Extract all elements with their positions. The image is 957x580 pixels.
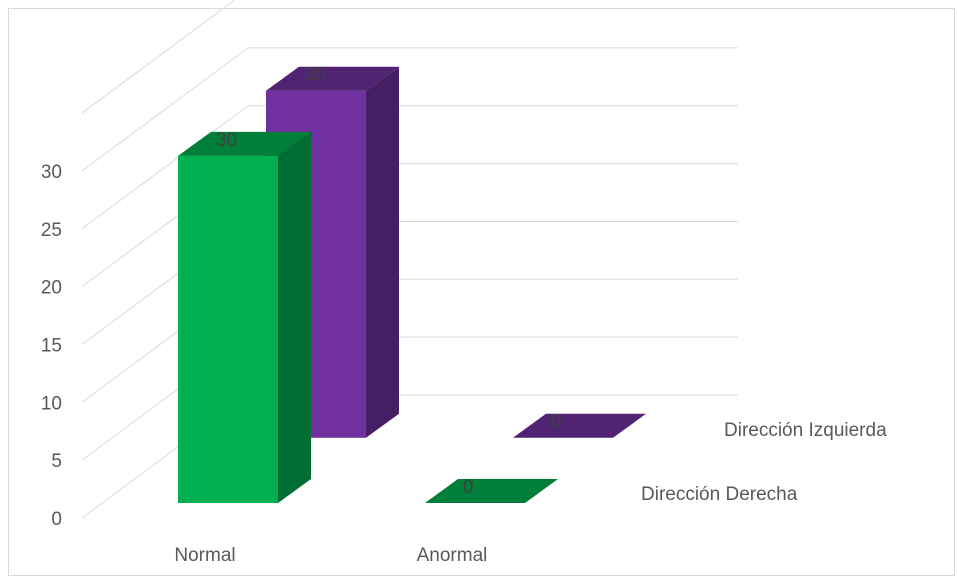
y-tick-label: 25 bbox=[41, 220, 62, 241]
bar-top-1-1 bbox=[512, 413, 646, 438]
bar-front-0-0 bbox=[178, 155, 278, 503]
series-label-0: Dirección Derecha bbox=[641, 484, 798, 505]
bar-top-1-0 bbox=[265, 66, 399, 91]
series-label-1: Dirección Izquierda bbox=[724, 420, 887, 441]
y-tick-label: 5 bbox=[51, 451, 62, 472]
bar-top-0-1 bbox=[425, 479, 558, 503]
y-tick-label: 30 bbox=[41, 162, 62, 183]
y-tick-label: 20 bbox=[41, 278, 62, 299]
category-label-normal: Normal bbox=[174, 545, 235, 566]
data-label-1-1: 0 bbox=[551, 412, 562, 433]
data-label-1-0: 30 bbox=[304, 65, 325, 86]
gridline-side bbox=[81, 0, 236, 114]
gridline-side bbox=[81, 47, 249, 172]
gridline-side bbox=[81, 105, 249, 230]
category-label-anormal: Anormal bbox=[417, 545, 488, 566]
bar-side-0-0 bbox=[278, 131, 311, 503]
bar-side-1-0 bbox=[365, 66, 399, 438]
y-tick-label: 15 bbox=[41, 335, 62, 356]
y-tick-label: 0 bbox=[51, 509, 62, 530]
data-label-0-0: 30 bbox=[216, 130, 237, 151]
y-tick-label: 10 bbox=[41, 393, 62, 414]
bar-top-0-0 bbox=[178, 131, 311, 156]
data-label-0-1: 0 bbox=[463, 477, 474, 498]
